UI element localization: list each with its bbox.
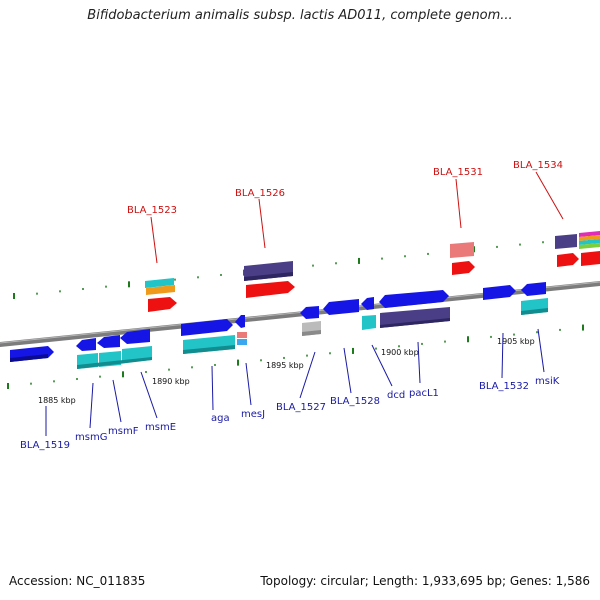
gene-msik-shade xyxy=(521,308,548,315)
label-bla-1523[interactable]: BLA_1523 xyxy=(127,205,177,216)
gene-bla-1526[interactable] xyxy=(246,281,295,298)
gene-pacl1-shade xyxy=(380,318,450,328)
label-bla-1526[interactable]: BLA_1526 xyxy=(235,188,285,199)
label-mesj[interactable]: mesJ xyxy=(241,409,265,420)
label-pacl1[interactable]: pacL1 xyxy=(409,388,439,399)
label-msik[interactable]: msiK xyxy=(535,376,560,387)
scale-label-1905: 1905 kbp xyxy=(497,337,535,346)
label-aga[interactable]: aga xyxy=(211,413,230,424)
gene-bla-1527-arrow[interactable] xyxy=(300,306,319,319)
gene-msmg-arrow[interactable] xyxy=(76,338,96,351)
label-bla-1534[interactable]: BLA_1534 xyxy=(513,160,563,171)
label-msme[interactable]: msmE xyxy=(145,422,176,433)
label-bla-1519[interactable]: BLA_1519 xyxy=(20,440,70,451)
gene-bla-1523-orange[interactable] xyxy=(146,285,175,295)
label-bla-1532[interactable]: BLA_1532 xyxy=(479,381,529,392)
lower-gene-row xyxy=(10,282,548,369)
label-msmg[interactable]: msmG xyxy=(75,432,107,443)
gene-mesj-top[interactable] xyxy=(237,332,247,338)
gene-pacl1-arrow[interactable] xyxy=(379,290,449,308)
label-bla-1528[interactable]: BLA_1528 xyxy=(330,396,380,407)
gene-bla-1523[interactable] xyxy=(148,297,177,312)
map-title: Bifidobacterium animalis subsp. lactis A… xyxy=(87,8,513,23)
gene-bla-1534[interactable] xyxy=(557,253,579,267)
gene-cyan-shade-1 xyxy=(77,357,152,369)
gene-bla-1523-cyan[interactable] xyxy=(145,278,174,288)
gene-dcd[interactable] xyxy=(362,315,376,330)
gene-bla-1532[interactable] xyxy=(483,285,516,300)
scale-label-1885: 1885 kbp xyxy=(38,396,76,405)
label-bla-1527[interactable]: BLA_1527 xyxy=(276,402,326,413)
gene-msik-arrow[interactable] xyxy=(521,282,546,296)
tick-track-lower xyxy=(7,324,584,389)
gene-bla-1527-shade xyxy=(302,330,321,336)
leader-lines-bottom xyxy=(45,328,545,436)
gene-bla-1531[interactable] xyxy=(452,261,475,275)
gene-mesj[interactable] xyxy=(237,339,247,345)
genome-summary-text: Topology: circular; Length: 1,933,695 bp… xyxy=(260,574,590,588)
gene-aga-arrow[interactable] xyxy=(181,319,233,336)
gene-bla-1519-shade xyxy=(10,354,48,362)
accession-text: Accession: NC_011835 xyxy=(9,574,146,588)
gene-bla-1534-green[interactable] xyxy=(579,243,600,249)
gene-bla-1526-navy-shade xyxy=(244,272,293,281)
gene-msmf-arrow[interactable] xyxy=(97,335,120,348)
gene-bla-1528-small[interactable] xyxy=(361,297,374,310)
scale-label-1895: 1895 kbp xyxy=(266,361,304,370)
label-dcd[interactable]: dcd xyxy=(387,390,405,401)
gene-bla-1531-pink[interactable] xyxy=(450,242,474,258)
label-msmf[interactable]: msmF xyxy=(108,426,139,437)
leader-lines-top xyxy=(150,171,564,264)
gene-bla-1528[interactable] xyxy=(323,299,359,315)
gene-aga-shade xyxy=(183,345,235,354)
label-bla-1531[interactable]: BLA_1531 xyxy=(433,167,483,178)
gene-mse-arrow[interactable] xyxy=(120,329,150,344)
gene-bla-1534-navy[interactable] xyxy=(555,234,577,249)
gene-bla-1534-red-right[interactable] xyxy=(581,251,600,266)
gene-aga-arrow-small[interactable] xyxy=(235,315,245,328)
upper-gene-row xyxy=(145,231,600,312)
scale-label-1890: 1890 kbp xyxy=(152,377,190,386)
scale-label-1900: 1900 kbp xyxy=(381,348,419,357)
